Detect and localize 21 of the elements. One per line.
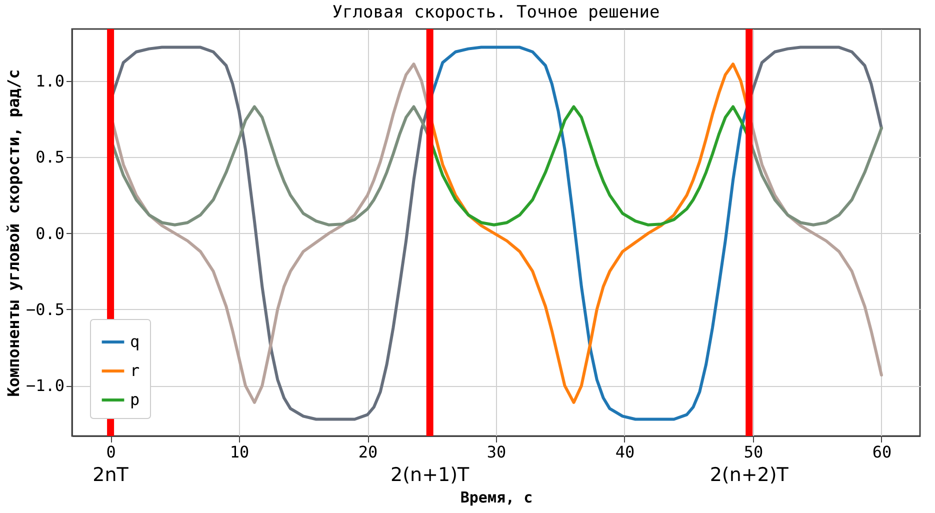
legend-label: p [130,390,140,409]
y-tick-label: 0.0 [36,224,64,243]
x-tick-label: 50 [744,442,764,462]
y-tick-label: 0.5 [36,148,64,167]
y-tick-label: 1.0 [36,71,64,90]
x-axis-title: Время, с [460,488,533,506]
x-tick-label: 20 [358,442,378,462]
x-tick-label: 0 [106,442,116,462]
chart-title: Угловая скорость. Точное решение [332,2,660,22]
x-tick-label: 60 [872,442,892,462]
ref-line-label: 2nT [92,464,129,486]
x-tick-label: 10 [230,442,250,462]
legend-label: r [130,361,140,380]
legend-label: q [130,332,140,351]
x-tick-label: 30 [486,442,506,462]
y-tick-label: −0.5 [26,300,64,319]
y-axis-title: Компоненты угловой скорости, рад/с [4,69,23,397]
ref-line-label: 2(n+2)T [710,464,789,486]
x-tick-label: 40 [615,442,635,462]
y-tick-label: −1.0 [26,376,64,396]
ref-line-label: 2(n+1)T [390,464,470,486]
